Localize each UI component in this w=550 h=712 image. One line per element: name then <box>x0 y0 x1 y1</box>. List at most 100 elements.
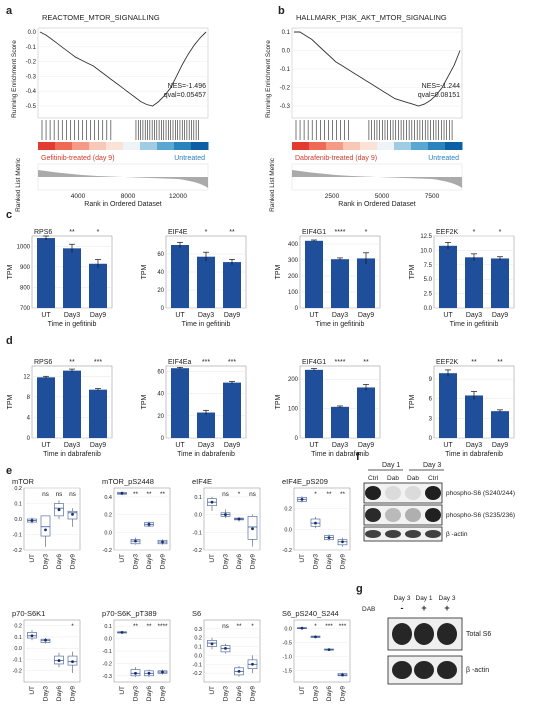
box-Day3 <box>40 515 51 537</box>
box-ytick: -0.2 <box>193 671 202 677</box>
significance-marker: ** <box>146 491 152 498</box>
significance-marker: * <box>238 491 241 498</box>
significance-marker: * <box>71 623 74 630</box>
rank-colorbar-segment <box>191 142 209 150</box>
bar-y-label: TPM <box>275 394 282 409</box>
blot-band <box>385 530 401 538</box>
bar-xtick: Day9 <box>358 442 374 449</box>
blot-band <box>437 661 457 679</box>
box-xtick: Day6 <box>236 554 243 570</box>
bar-chart-title: EEF2K <box>436 229 459 236</box>
bar-xtick: Day3 <box>64 312 80 319</box>
box-xtick: UT <box>29 554 36 563</box>
rank-colorbar-segment <box>292 142 310 150</box>
box-xtick: Day6 <box>56 686 63 702</box>
box-mean-point <box>237 517 241 521</box>
bar-xtick: Day9 <box>224 312 240 319</box>
box-mean-point <box>120 491 124 495</box>
gsea-ytick: -0.1 <box>280 67 291 73</box>
box-ytick: -1.5 <box>283 669 292 675</box>
bar-Day3 <box>331 406 349 438</box>
bar-ytick: 12.5 <box>420 234 432 240</box>
bar-Day3 <box>331 259 349 308</box>
bar-ytick: 12 <box>23 374 30 380</box>
blot-band <box>385 486 401 500</box>
gsea-enrichment-curve <box>294 31 461 107</box>
panel-letter-e: e <box>6 465 12 477</box>
bar-UT <box>171 368 189 438</box>
bar-x-label: Time in dabrafenib <box>177 451 235 458</box>
box-xtick: Day3 <box>43 554 50 570</box>
box-xtick: Day3 <box>223 686 230 702</box>
bar-ytick: 800 <box>20 285 31 291</box>
bar-UT <box>305 369 323 438</box>
bar-ytick: 3 <box>429 416 433 422</box>
bar-ytick: 100 <box>288 407 299 413</box>
box-mean-point <box>300 626 304 630</box>
ranked-metric-area <box>292 170 462 188</box>
ranked-metric-area <box>38 170 208 188</box>
rank-colorbar-segment <box>411 142 429 150</box>
bar-y-label: TPM <box>141 394 148 409</box>
significance-marker: ** <box>69 229 75 236</box>
gsea-x-label: Rank in Ordered Dataset <box>338 201 415 208</box>
bar-Day9 <box>491 411 509 438</box>
box-ytick: 0.2 <box>14 624 22 630</box>
box-mean-point <box>71 660 74 664</box>
gsea-y-label: Running Enrichment Score <box>11 40 18 118</box>
box-ytick: 0.1 <box>14 502 22 508</box>
rank-colorbar-segment <box>394 142 412 150</box>
gsea-ytick: 0.0 <box>28 30 37 36</box>
gsea-right-label: Untreated <box>428 155 459 162</box>
bar-Day9 <box>89 389 107 438</box>
bar-Day3 <box>63 370 81 438</box>
blot-band <box>365 508 381 522</box>
box-ytick: 0.0 <box>194 653 202 659</box>
box-xtick: Day9 <box>250 686 257 702</box>
box-ytick: 0.0 <box>284 626 292 632</box>
box-xtick: UT <box>119 686 126 695</box>
significance-marker: ns <box>249 491 257 498</box>
bar-xtick: Day3 <box>466 312 482 319</box>
box-xtick: Day6 <box>236 686 243 702</box>
bar-Day3 <box>63 248 81 308</box>
gsea-ytick: -0.1 <box>26 45 37 51</box>
box-xtick: Day3 <box>133 686 140 702</box>
bar-ytick: 20 <box>157 414 164 420</box>
bar-y-label: TPM <box>141 264 148 279</box>
gsea-enrichment-curve <box>39 31 207 107</box>
box-ytick: 0.0 <box>194 513 202 519</box>
box-mean-point <box>300 497 304 501</box>
bar-y-label: TPM <box>275 264 282 279</box>
gsea-ytick: -0.4 <box>26 89 37 95</box>
box-ytick: -0.1 <box>193 530 202 536</box>
box-ytick: 0.4 <box>104 495 112 501</box>
gsea-xtick: 5000 <box>375 193 390 200</box>
blot-f-membrane <box>363 482 443 504</box>
box-xtick: Day9 <box>160 554 167 570</box>
bar-ytick: 60 <box>157 252 164 258</box>
box-ytick: 0.3 <box>194 627 202 633</box>
box-chart-title: mTOR_pS2448 <box>102 477 154 486</box>
box-mean-point <box>224 646 227 650</box>
bar-ytick: 2.5 <box>424 292 433 298</box>
box-mean-point <box>251 527 254 531</box>
bar-ytick: 400 <box>288 242 299 248</box>
bar-xtick: UT <box>443 442 453 449</box>
bar-Day3 <box>197 412 215 438</box>
box-ytick: 0.0 <box>104 637 112 643</box>
bar-ytick: 5.0 <box>424 277 433 283</box>
blot-band <box>414 661 434 679</box>
bar-xtick: Day9 <box>90 442 106 449</box>
box-mean-point <box>30 634 34 638</box>
significance-marker: ns <box>69 491 77 498</box>
box-chart-title: eIF4E_pS209 <box>282 477 328 486</box>
bar-ytick: 0 <box>27 436 31 442</box>
rank-colorbar-segment <box>445 142 463 150</box>
panel-letter-a: a <box>6 5 13 17</box>
significance-marker: * <box>251 623 254 630</box>
bar-UT <box>37 238 55 308</box>
box-ytick: -0.2 <box>103 548 112 554</box>
box-ytick: -0.1 <box>193 662 202 668</box>
box-xtick: UT <box>299 686 306 695</box>
